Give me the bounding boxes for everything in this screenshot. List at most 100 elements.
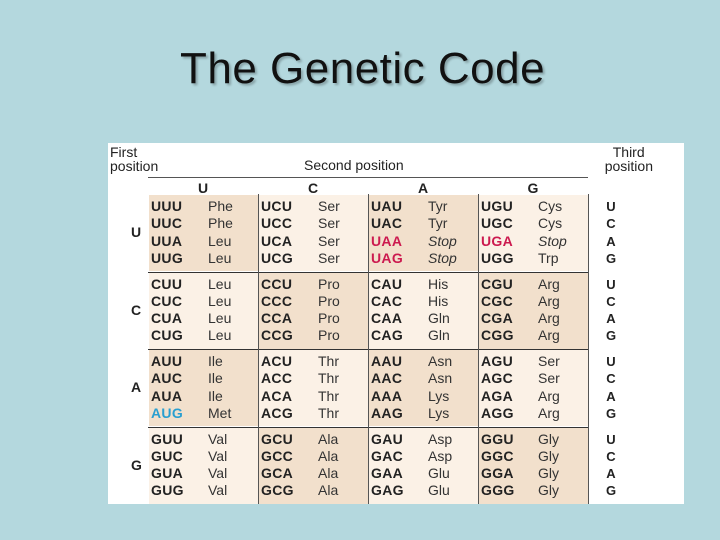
third-position-a: A	[606, 388, 616, 404]
column-divider	[368, 194, 369, 504]
codon: GGA	[481, 465, 514, 482]
amino-acid: Pro	[318, 327, 340, 344]
codon-row: GGC Gly	[478, 448, 588, 465]
codon-row: AAA Lys	[368, 388, 478, 405]
codon-row: CAG Gln	[368, 327, 478, 344]
codon: AGC	[481, 370, 514, 387]
codon: ACG	[261, 404, 294, 421]
codon-row: GAC Asp	[368, 448, 478, 465]
codon: CAA	[371, 310, 403, 327]
amino-acid: Thr	[318, 387, 339, 404]
amino-acid: Asp	[428, 447, 453, 464]
third-position-a: A	[606, 311, 616, 327]
amino-acid: Trp	[538, 249, 559, 266]
codon: GAU	[371, 430, 404, 447]
amino-acid: Leu	[208, 292, 232, 309]
amino-acid: Arg	[538, 327, 560, 344]
codon-row: GAA Glu	[368, 465, 478, 482]
codon: CCG	[261, 327, 294, 344]
amino-acid: Arg	[538, 387, 560, 404]
codon-row: AUA Ile	[148, 388, 258, 405]
amino-acid: Leu	[208, 310, 232, 327]
stop-codon: UGA	[481, 232, 514, 249]
amino-acid: Ala	[318, 447, 339, 464]
codon: ACU	[261, 353, 293, 369]
amino-acid: Arg	[538, 310, 560, 327]
amino-acid: Ile	[208, 387, 223, 404]
codon-row: UAC Tyr	[368, 215, 478, 232]
stop-codon: UAA	[371, 232, 403, 249]
third-position-header: Third position	[605, 145, 653, 173]
amino-acid: Val	[208, 447, 228, 464]
codon-row: CUU Leu	[148, 276, 258, 293]
amino-acid: Cys	[538, 198, 563, 214]
amino-acid: Leu	[208, 327, 232, 344]
codon-row: GGU Gly	[478, 431, 588, 448]
codon: AAU	[371, 353, 403, 369]
codon: UCC	[261, 215, 293, 232]
codon: ACC	[261, 370, 293, 387]
codon: GGG	[481, 482, 515, 499]
codon: GAC	[371, 447, 404, 464]
codon-cell	[479, 350, 588, 426]
codon-row: CAC His	[368, 293, 478, 310]
codon: CAC	[371, 292, 403, 309]
amino-acid: Phe	[208, 198, 233, 214]
codon-row: CGA Arg	[478, 310, 588, 327]
codon-row: UCC Ser	[258, 215, 368, 232]
amino-acid: Ala	[318, 482, 339, 499]
third-position-g: G	[605, 483, 617, 499]
codon: AAC	[371, 370, 403, 387]
codon-row: UUC Phe	[148, 215, 258, 232]
amino-acid: Glu	[428, 465, 450, 482]
codon: CGG	[481, 327, 514, 344]
codon: CCU	[261, 275, 293, 292]
codon-row: ACG Thr	[258, 405, 368, 422]
codon: UCA	[261, 232, 293, 249]
second-position-u: U	[197, 180, 209, 196]
amino-acid: Pro	[318, 275, 340, 292]
first-position-label-line1: First	[110, 144, 138, 160]
codon: GCA	[261, 465, 294, 482]
amino-acid: Thr	[318, 353, 339, 369]
codon: AGG	[481, 404, 514, 421]
codon-row: AAG Lys	[368, 405, 478, 422]
codon-row: AGG Arg	[478, 405, 588, 422]
codon: ACA	[261, 387, 293, 404]
amino-acid: Arg	[538, 292, 560, 309]
amino-acid: Ser	[318, 198, 340, 214]
codon-row: CUC Leu	[148, 293, 258, 310]
stop-codon: UAG	[371, 249, 404, 266]
codon-row: UCG Ser	[258, 250, 368, 267]
codon-row: UGC Cys	[478, 215, 588, 232]
codon-cell	[149, 272, 258, 349]
third-position-u: U	[606, 354, 616, 369]
first-position-g: G	[131, 456, 142, 473]
codon-row: AGA Arg	[478, 388, 588, 405]
stop-label: Stop	[428, 249, 457, 266]
amino-acid: Leu	[208, 249, 232, 266]
codon: AUU	[151, 353, 183, 369]
codon: GCU	[261, 430, 294, 447]
codon-cell	[149, 350, 258, 426]
amino-acid: Thr	[318, 404, 339, 421]
first-position-c: C	[131, 301, 142, 318]
codon: GUU	[151, 430, 184, 447]
amino-acid: Val	[208, 482, 228, 499]
second-position-header: Second position	[304, 157, 404, 173]
codon-row: UCU Ser	[258, 198, 368, 215]
codon-row: UUA Leu	[148, 233, 258, 250]
amino-acid: Pro	[318, 310, 340, 327]
codon: AUC	[151, 370, 183, 387]
codon: GUC	[151, 447, 184, 464]
amino-acid: Asn	[428, 370, 453, 387]
third-position-c: C	[606, 216, 616, 232]
first-position-a: A	[131, 379, 142, 395]
amino-acid: Tyr	[428, 215, 448, 232]
amino-acid: Ser	[538, 353, 560, 369]
codon: UUC	[151, 215, 183, 232]
codon: AAA	[371, 387, 403, 404]
stop-label: Stop	[538, 232, 567, 249]
codon: GAA	[371, 465, 404, 482]
third-position-c: C	[606, 448, 616, 464]
